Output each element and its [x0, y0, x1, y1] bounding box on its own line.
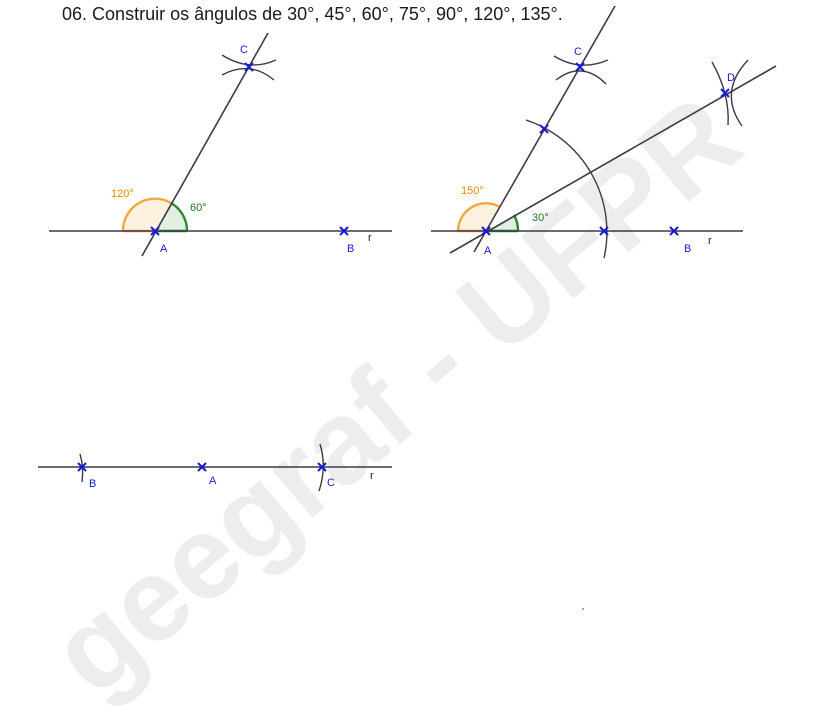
figure-3: B A C r	[38, 443, 392, 492]
point-a-marker	[150, 226, 160, 236]
angle-120-arc	[121, 197, 172, 232]
point-c-label: C	[574, 46, 582, 58]
construction-arc	[553, 55, 609, 66]
point-b-marker	[77, 462, 87, 472]
exercise-title: 06. Construir os ângulos de 30°, 45°, 60…	[62, 4, 563, 25]
line-r-label: r	[370, 470, 374, 482]
intersection-marker	[599, 226, 609, 236]
point-c-marker	[244, 62, 254, 72]
point-a-label: A	[209, 475, 217, 487]
point-d-label: D	[727, 72, 735, 84]
point-a-label: A	[484, 245, 492, 257]
point-b-label: B	[347, 243, 354, 255]
exercise-number: 06.	[62, 4, 88, 24]
point-a-label: A	[160, 243, 168, 255]
point-b-label: B	[89, 478, 96, 490]
point-d-marker	[720, 88, 730, 98]
point-c-label: C	[240, 44, 248, 56]
construction-arc	[221, 54, 277, 66]
angle-60-arc	[170, 201, 189, 232]
point-c-label: C	[327, 477, 335, 489]
stray-dot	[582, 608, 584, 610]
angle-30-label: 30°	[532, 212, 549, 224]
intersection-marker	[539, 124, 549, 134]
angle-120-label: 120°	[111, 188, 134, 200]
angle-60-label: 60°	[190, 202, 207, 214]
point-a-marker	[197, 462, 207, 472]
exercise-text: Construir os ângulos de 30°, 45°, 60°, 7…	[92, 4, 563, 24]
construction-arc	[555, 70, 607, 85]
angle-150-label: 150°	[461, 185, 484, 197]
point-a-marker	[481, 226, 491, 236]
line-r-label: r	[368, 232, 372, 244]
watermark: geegraf - UFPR	[27, 71, 765, 720]
point-b-marker	[669, 226, 679, 236]
construction-arc	[730, 59, 749, 127]
line-r-label: r	[708, 235, 712, 247]
point-c-marker	[317, 462, 327, 472]
angle-150-arc	[456, 202, 501, 232]
point-c-marker	[575, 62, 585, 72]
figure-1: A B C r 120° 60°	[49, 32, 392, 257]
point-b-marker	[339, 226, 349, 236]
construction-arc	[221, 67, 275, 81]
figure-2: A B C D r 150° 30°	[431, 5, 777, 259]
point-b-label: B	[684, 243, 691, 255]
